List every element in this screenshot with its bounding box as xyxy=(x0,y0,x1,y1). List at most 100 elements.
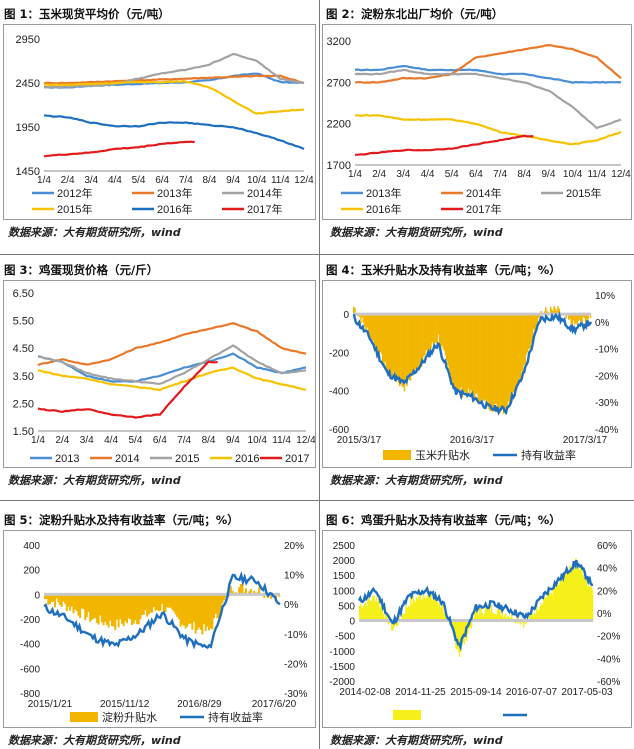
basis-bar xyxy=(496,609,499,621)
basis-bar xyxy=(569,565,571,621)
series-line-2015年 xyxy=(354,68,622,130)
x-tick-label: 8/4 xyxy=(202,435,216,446)
basis-bar xyxy=(563,578,565,621)
basis-bar xyxy=(504,314,506,412)
basis-bar xyxy=(429,594,431,621)
basis-bar xyxy=(568,571,570,621)
x-tick-label: 9/4 xyxy=(226,175,240,186)
basis-bar xyxy=(435,314,437,344)
y-tick-label: 4.50 xyxy=(13,343,34,355)
x-tick-label: 2015-09-14 xyxy=(450,687,502,698)
basis-bar xyxy=(172,594,175,612)
basis-bar xyxy=(224,594,227,598)
basis-bar xyxy=(466,314,469,398)
series-line-2013年 xyxy=(43,74,305,85)
basis-bar xyxy=(426,595,429,621)
basis-bar xyxy=(92,594,95,619)
basis-bar xyxy=(591,590,594,621)
basis-bar xyxy=(587,587,589,621)
basis-bar xyxy=(219,594,222,614)
basis-bar xyxy=(152,594,155,607)
x-tick-label: 2017-05-03 xyxy=(561,687,613,698)
basis-bar xyxy=(493,314,495,407)
basis-bar xyxy=(413,314,415,370)
basis-bar xyxy=(79,594,82,619)
basis-bar xyxy=(509,617,512,621)
y-tick-label: -600 xyxy=(329,425,349,436)
basis-bar xyxy=(368,599,370,621)
basis-bar xyxy=(559,577,562,621)
x-tick-label: 2014-11-25 xyxy=(395,687,446,698)
basis-bar xyxy=(553,306,555,315)
basis-bar xyxy=(515,617,518,621)
basis-bar xyxy=(565,314,568,319)
divider xyxy=(0,500,634,501)
basis-bar xyxy=(478,314,481,405)
basis-bar xyxy=(513,314,516,396)
y2-tick-label: 10% xyxy=(595,291,615,302)
basis-bar xyxy=(407,314,409,378)
basis-bar xyxy=(54,594,56,608)
y-tick-label: 3200 xyxy=(327,36,351,48)
basis-bar xyxy=(382,314,384,366)
x-tick-label: 11/4 xyxy=(272,435,291,446)
basis-bar xyxy=(566,569,569,621)
y-tick-label: 1500 xyxy=(333,571,356,582)
basis-bar xyxy=(590,583,593,621)
basis-bar xyxy=(450,314,453,385)
basis-bar xyxy=(576,564,578,621)
y-tick-label: 2200 xyxy=(327,119,351,131)
basis-bar xyxy=(87,594,90,612)
basis-bar xyxy=(584,574,587,621)
basis-bar xyxy=(510,314,512,403)
basis-bar xyxy=(57,594,60,603)
divider xyxy=(319,0,320,749)
basis-bar xyxy=(457,620,460,652)
basis-bar xyxy=(492,612,494,621)
basis-bar xyxy=(519,620,521,625)
basis-bar xyxy=(427,593,430,621)
x-tick-label: 6/4 xyxy=(155,175,169,186)
series-line-2015年 xyxy=(43,79,305,115)
basis-bar xyxy=(359,314,361,318)
basis-bar xyxy=(470,620,473,629)
source-note: 数据来源：大有期货研究所，wind xyxy=(8,226,181,239)
basis-bar xyxy=(361,314,363,318)
basis-bar xyxy=(416,597,418,621)
basis-bar xyxy=(50,594,53,602)
basis-bar xyxy=(508,617,511,621)
basis-bar xyxy=(511,314,513,402)
basis-bar xyxy=(156,594,159,610)
basis-bar xyxy=(452,314,454,385)
basis-bar xyxy=(369,314,372,338)
basis-bar xyxy=(186,594,189,627)
basis-bar xyxy=(581,314,583,323)
basis-bar xyxy=(469,620,471,628)
basis-bar xyxy=(127,594,130,619)
basis-bar xyxy=(517,314,519,383)
basis-bar xyxy=(456,314,459,390)
basis-bar xyxy=(424,598,426,621)
basis-bar xyxy=(385,610,387,621)
basis-bar xyxy=(456,620,458,649)
x-tick-label: 1/4 xyxy=(348,169,362,180)
basis-bar xyxy=(453,314,455,389)
y2-tick-label: -30% xyxy=(595,398,618,409)
basis-bar xyxy=(529,314,531,349)
basis-bar xyxy=(221,594,224,604)
basis-bar xyxy=(585,578,588,621)
basis-bar xyxy=(45,594,48,599)
basis-bar xyxy=(552,310,554,315)
basis-bar xyxy=(124,594,127,622)
y2-tick-label: -40% xyxy=(595,425,618,436)
basis-bar xyxy=(162,594,165,613)
legend-label: 2013年 xyxy=(157,186,192,200)
basis-bar xyxy=(406,314,408,387)
chart-title: 图 3：鸡蛋现货价格（元/斤） xyxy=(4,263,159,277)
basis-bar xyxy=(387,620,389,625)
chart-starch-basis: 400 200 0 -200 -400 -600 -800 20% 10% 0% -10% -20% -… xyxy=(20,541,307,724)
basis-bar xyxy=(187,594,190,624)
basis-bar xyxy=(406,607,408,621)
basis-bar xyxy=(505,613,507,621)
series-line-2016年 xyxy=(355,113,622,146)
